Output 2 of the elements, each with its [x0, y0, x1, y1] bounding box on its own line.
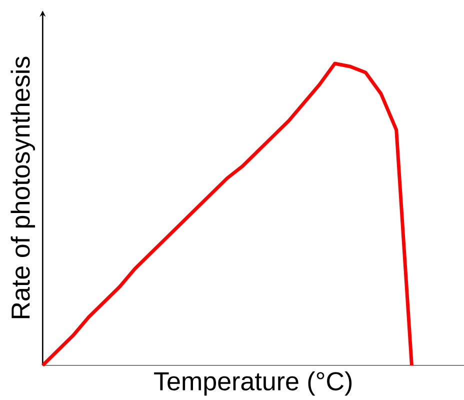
x-axis-title: Temperature (°C) [154, 371, 352, 396]
y-axis-title: Rate of photosynthesis [10, 56, 35, 318]
